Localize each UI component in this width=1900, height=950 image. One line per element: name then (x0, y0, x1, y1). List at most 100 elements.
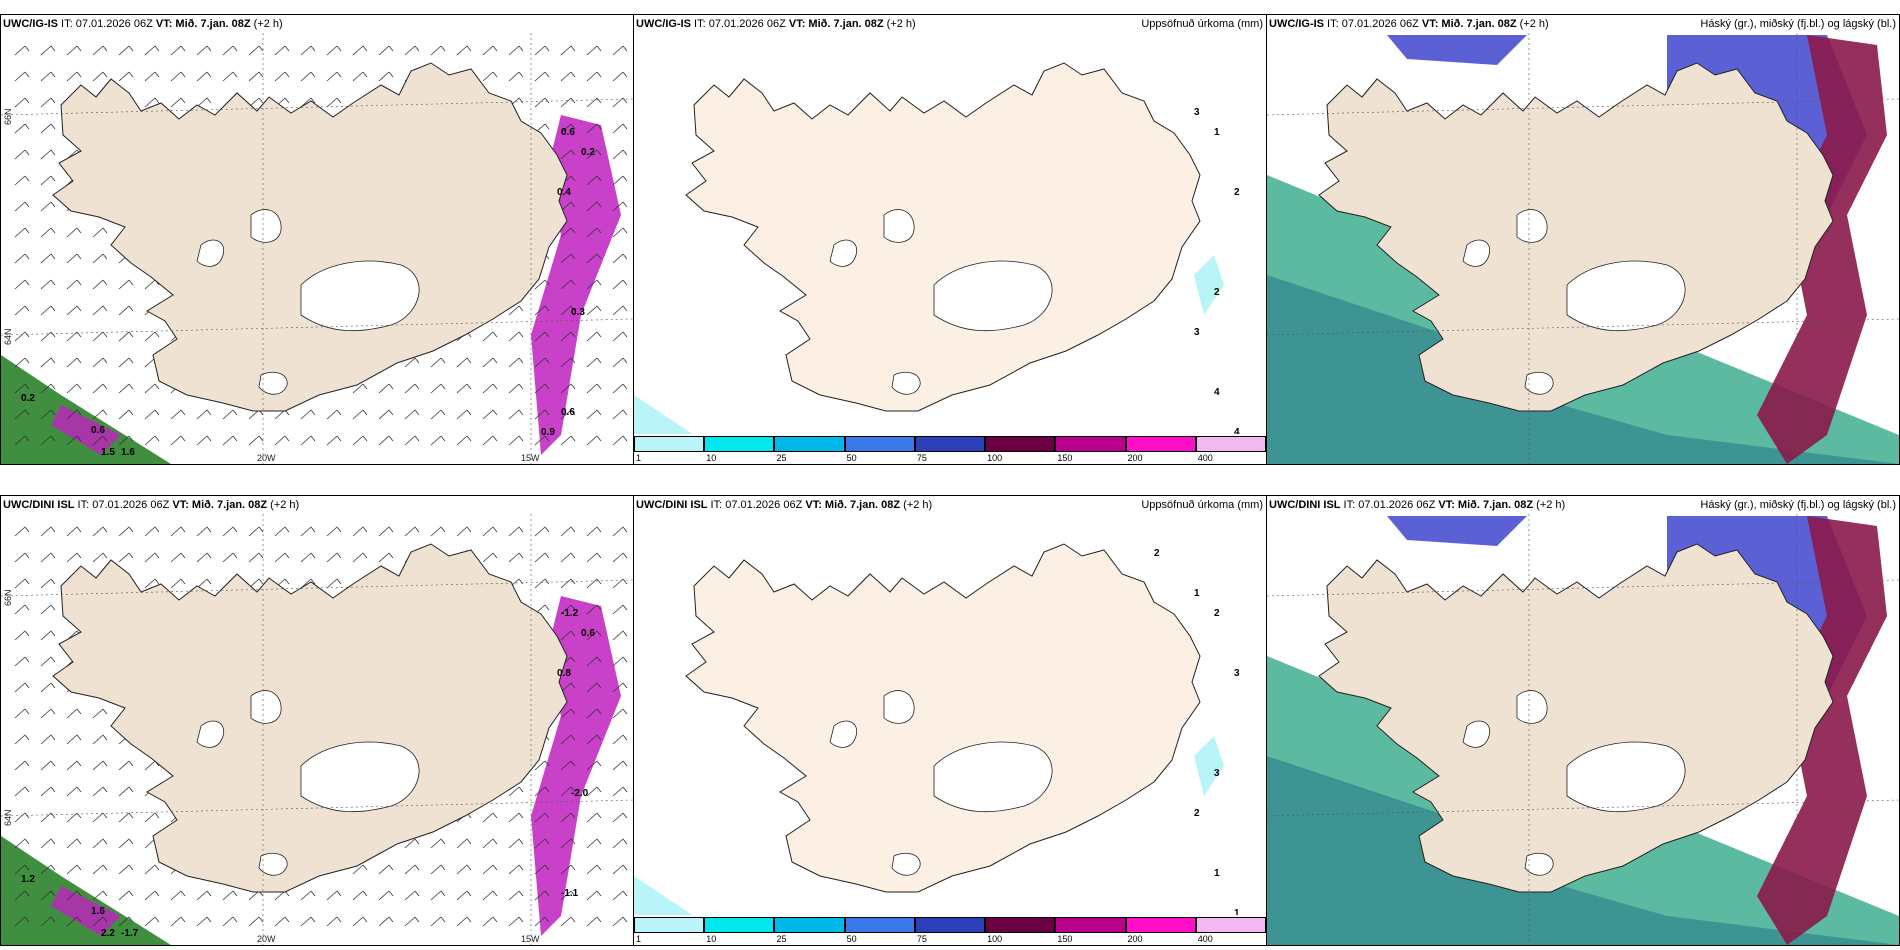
wind-barb-icon (144, 578, 160, 589)
wind-barb-icon (118, 279, 134, 290)
wind-barb-icon (300, 71, 316, 82)
field-value-label: 4 (1214, 387, 1220, 398)
wind-barb-icon (560, 227, 576, 238)
wind-barb-icon (66, 435, 82, 446)
wind-barb-icon (14, 383, 30, 394)
wind-barb-icon (326, 71, 342, 82)
wind-barb-icon (40, 734, 56, 745)
wind-barb-icon (144, 71, 160, 82)
wind-barb-icon (508, 812, 524, 823)
wind-barb-icon (300, 409, 316, 420)
wind-barb-icon (404, 45, 420, 56)
wind-barb-icon (92, 526, 108, 537)
parallel-line (1, 98, 633, 116)
wind-barb-icon (66, 305, 82, 316)
wind-barb-icon (144, 45, 160, 56)
wind-barb-icon (560, 409, 576, 420)
wind-barb-icon (404, 864, 420, 875)
wind-barb-icon (40, 916, 56, 927)
init-time: IT: 07.01.2026 06Z (74, 499, 173, 511)
field-value-label: 2 (1214, 608, 1220, 619)
map-canvas: 1 2 2 3 4 4 3 (634, 62, 1240, 434)
graticule-label: 66N (3, 108, 13, 125)
wind-barb-icon (118, 383, 134, 394)
field-value-label: 0.9 (541, 427, 555, 438)
wind-barb-icon (274, 916, 290, 927)
wind-barb-icon (534, 916, 550, 927)
wind-barb-icon (456, 838, 472, 849)
wind-barb-icon (118, 357, 134, 368)
colorbar-tick-label: 200 (1127, 453, 1143, 463)
wind-barb-icon (66, 71, 82, 82)
model-name: UWC/DINI ISL (3, 499, 75, 511)
field-value-label: 1 (1194, 588, 1200, 599)
wind-barb-icon (404, 916, 420, 927)
wind-barb-icon (40, 201, 56, 212)
wind-barb-icon (352, 409, 368, 420)
panel-title: UWC/IG-IS IT: 07.01.2026 06Z VT: Mið. 7.… (636, 18, 916, 30)
graticule-label: 20W (257, 934, 276, 944)
wind-barb-icon (196, 890, 212, 901)
field-value-label: 1 (1214, 127, 1220, 138)
lead-time: (+2 h) (1516, 18, 1549, 30)
precip-colorbar: 1 10 25 50 75 100 150 200 400 (634, 915, 1266, 945)
wind-barb-icon (66, 916, 82, 927)
wind-barb-icon (612, 253, 628, 264)
wind-barb-icon (144, 552, 160, 563)
wind-barb-icon (378, 890, 394, 901)
wind-barb-icon (326, 97, 342, 108)
wind-barb-icon (40, 864, 56, 875)
wind-barb-icon (144, 864, 160, 875)
wind-barb-icon (196, 45, 212, 56)
glacier-outline (883, 690, 915, 724)
wind-barb-icon (612, 435, 628, 446)
wind-barb-icon (508, 357, 524, 368)
wind-barb-icon (66, 357, 82, 368)
wind-barb-icon (14, 435, 30, 446)
iceland-landmass (52, 543, 568, 893)
wind-barb-icon (560, 604, 576, 615)
colorbar-swatch (1055, 436, 1126, 452)
wind-barb-icon (586, 890, 602, 901)
field-value-label: 1.6 (121, 447, 135, 458)
wind-barb-icon (170, 578, 186, 589)
wind-barb-icon (404, 890, 420, 901)
wind-barb-icon (40, 227, 56, 238)
green-precip-area (1, 836, 171, 945)
wind-barb-icon (170, 552, 186, 563)
field-value-label: 1.2 (21, 874, 35, 885)
wind-barb-icon (508, 435, 524, 446)
lead-time: (+2 h) (900, 499, 933, 511)
colorbar-swatch (1125, 917, 1196, 933)
wind-barb-icon (170, 45, 186, 56)
wind-barb-icon (326, 578, 342, 589)
wind-barb-icon (92, 838, 108, 849)
wind-barb-icon (92, 409, 108, 420)
wind-barb-icon (118, 838, 134, 849)
wind-barb-icon (326, 890, 342, 901)
wind-barb-icon (586, 409, 602, 420)
wind-barb-icon (92, 357, 108, 368)
wind-barb-icon (40, 279, 56, 290)
colorbar-swatch (844, 436, 915, 452)
wind-barb-icon (352, 864, 368, 875)
wind-barb-icon (40, 578, 56, 589)
wind-barb-icon (534, 552, 550, 563)
wind-barb-icon (144, 526, 160, 537)
wind-barb-icon (534, 97, 550, 108)
colorbar-tick-label: 75 (916, 453, 927, 463)
wind-barb-icon (14, 45, 30, 56)
colorbar-swatch (914, 436, 986, 452)
wind-barb-icon (586, 71, 602, 82)
wind-barb-icon (560, 45, 576, 56)
model-name: UWC/IG-IS (1269, 18, 1324, 30)
field-value-label: 0.8 (557, 668, 571, 679)
field-value-label: 1.6 (91, 906, 105, 917)
wind-barb-icon (586, 760, 602, 771)
wind-barb-icon (560, 149, 576, 160)
init-time: IT: 07.01.2026 06Z (58, 18, 156, 30)
wind-barb-icon (118, 786, 134, 797)
graticule-label: 15W (521, 934, 540, 944)
wind-barb-icon (508, 552, 524, 563)
glacier-outline (1566, 741, 1686, 813)
